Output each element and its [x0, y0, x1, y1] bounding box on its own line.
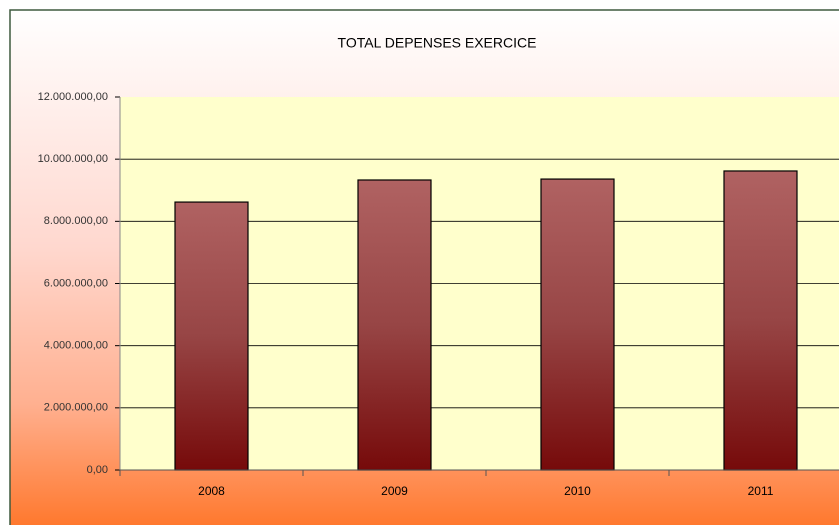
- y-tick-label: 12.000.000,00: [38, 91, 108, 103]
- bar: [540, 178, 615, 471]
- bar: [357, 179, 432, 471]
- x-tick-label: 2011: [748, 484, 774, 498]
- x-tick-label: 2008: [198, 484, 225, 498]
- y-tick-label: 8.000.000,00: [44, 215, 108, 227]
- bar: [174, 201, 249, 471]
- x-tick-label: 2009: [381, 484, 408, 498]
- y-tick-label: 4.000.000,00: [44, 340, 108, 352]
- y-tick-label: 10.000.000,00: [38, 153, 108, 165]
- y-tick-label: 2.000.000,00: [44, 402, 108, 414]
- chart-title: TOTAL DEPENSES EXERCICE: [338, 35, 537, 51]
- y-tick-label: 0,00: [87, 464, 108, 476]
- x-tick-label: 2010: [564, 484, 591, 498]
- bar: [723, 170, 798, 471]
- y-tick-label: 6.000.000,00: [44, 277, 108, 289]
